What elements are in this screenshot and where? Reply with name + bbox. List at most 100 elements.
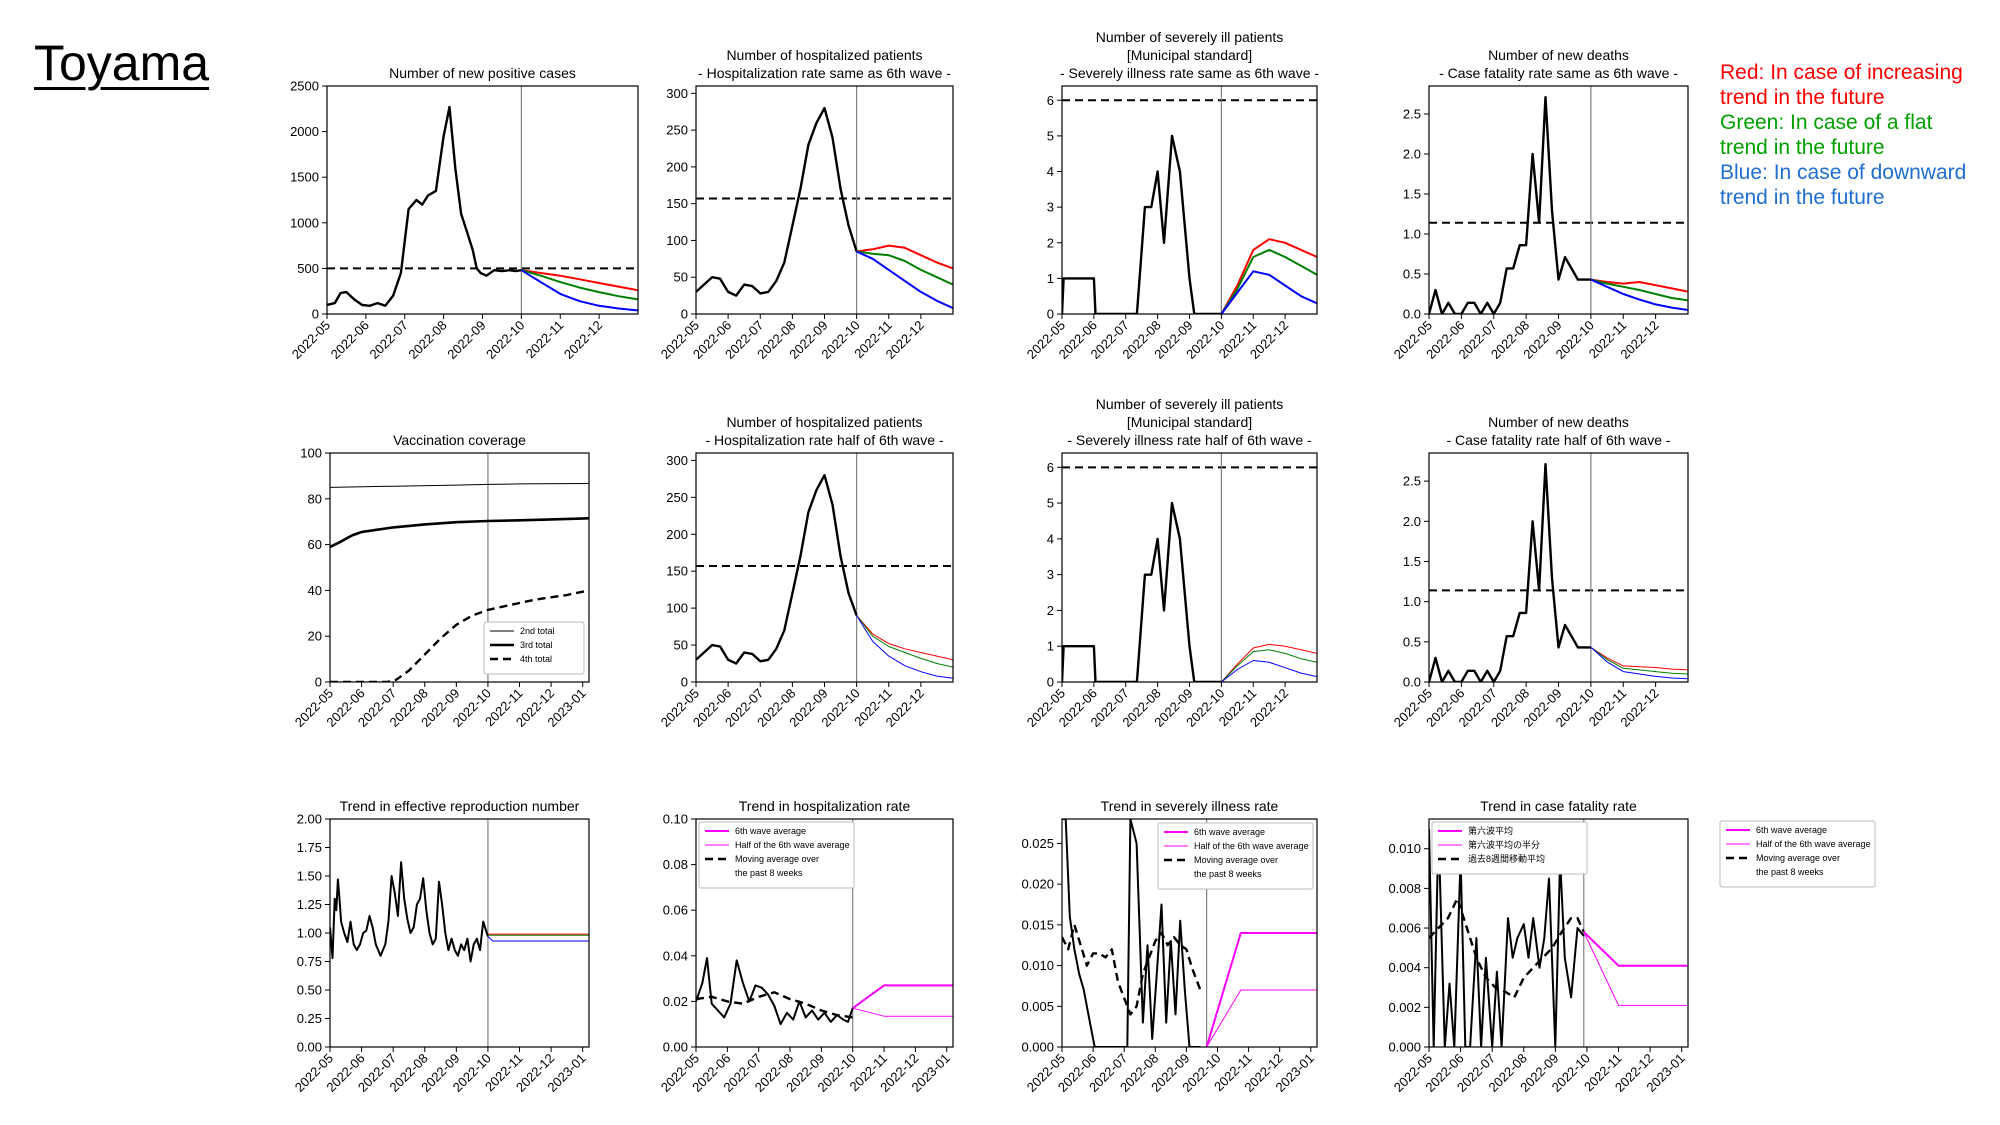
series-line [487, 936, 589, 942]
plot-frame [695, 452, 954, 683]
series-line [1590, 278, 1688, 311]
y-tick-label: 5 [1047, 128, 1054, 143]
legend-label: 3rd total [520, 640, 553, 650]
chart-title: [Municipal standard] [1127, 414, 1252, 430]
chart-title: Number of new deaths [1488, 414, 1629, 430]
chart-title: Number of new positive cases [389, 65, 576, 81]
legend-label: Moving average over [735, 854, 819, 864]
chart-title: Trend in severely illness rate [1101, 798, 1279, 814]
series-line [1221, 649, 1317, 682]
y-tick-label: 1000 [290, 215, 319, 230]
chart-title: Vaccination coverage [393, 432, 526, 448]
plot-area [696, 453, 953, 682]
y-tick-label: 150 [666, 196, 688, 211]
chart-severe-6th: Number of severely ill patients [Municipa… [1024, 29, 1320, 362]
series-line [1062, 819, 1201, 1047]
standalone-legend: 6th wave average Half of the 6th wave ave… [1719, 820, 1876, 888]
y-tick-label: 2000 [290, 124, 319, 139]
legend-label: 6th wave average [1194, 827, 1265, 837]
legend-label: Half of the 6th wave average [1194, 841, 1309, 851]
chart-legend: 6th wave average Half of the 6th wave ave… [1157, 822, 1314, 890]
y-tick-label: 200 [666, 527, 688, 542]
chart-title: Trend in effective reproduction number [340, 798, 580, 814]
legend-label: Half of the 6th wave average [1756, 839, 1871, 849]
y-tick-label: 0.020 [1021, 877, 1054, 892]
y-tick-label: 0.0 [1403, 307, 1421, 322]
chart-title: - Hospitalization rate same as 6th wave … [698, 65, 951, 81]
y-tick-label: 2.0 [1403, 147, 1421, 162]
series-line [1590, 647, 1688, 680]
y-tick-label: 300 [666, 453, 688, 468]
y-tick-label: 0.002 [1388, 1000, 1421, 1015]
y-tick-label: 0.5 [1403, 634, 1421, 649]
chart-title: Number of hospitalized patients [726, 47, 922, 63]
y-tick-label: 300 [666, 86, 688, 101]
plot-frame [326, 85, 639, 315]
chart-deaths-half: Number of new deaths - Case fatality rate… [1391, 414, 1689, 730]
y-tick-label: 3 [1047, 567, 1054, 582]
legend-label: Half of the 6th wave average [735, 840, 850, 850]
plot-area [330, 819, 589, 1047]
y-tick-label: 1.5 [1403, 554, 1421, 569]
y-tick-label: 4 [1047, 164, 1054, 179]
chart-hosp-6th: Number of hospitalized patients - Hospita… [658, 47, 954, 362]
legend-frame [1157, 822, 1314, 890]
legend-label: Moving average over [1194, 855, 1278, 865]
y-tick-label: 0 [315, 675, 322, 690]
chart-title: [Municipal standard] [1127, 47, 1252, 63]
chart-title: - Hospitalization rate half of 6th wave … [705, 432, 943, 448]
y-tick-label: 0.04 [663, 948, 688, 963]
series-line [520, 269, 638, 312]
y-tick-label: 250 [666, 123, 688, 138]
series-line [327, 105, 522, 307]
x-tick-label: 2022-08 [405, 318, 449, 362]
y-tick-label: 6 [1047, 460, 1054, 475]
legend-label: 第六波平均の半分 [1468, 839, 1540, 850]
note-red: Red: In case of increasing trend in the … [1720, 61, 1963, 109]
y-tick-label: 200 [666, 159, 688, 174]
y-tick-label: 40 [308, 583, 322, 598]
series-line [1220, 238, 1317, 314]
y-tick-label: 1.25 [297, 897, 322, 912]
series-line [856, 615, 953, 679]
y-tick-label: 20 [308, 629, 322, 644]
y-tick-label: 4 [1047, 531, 1054, 546]
legend-frame [483, 621, 585, 675]
chart-title: - Case fatality rate same as 6th wave - [1439, 65, 1678, 81]
series-line [1221, 643, 1317, 682]
legend-label: 過去8週間移動平均 [1468, 853, 1545, 864]
y-tick-label: 3 [1047, 200, 1054, 215]
series-line [852, 984, 953, 1010]
y-tick-label: 2 [1047, 235, 1054, 250]
series-line [1583, 931, 1688, 1006]
series-line [1429, 96, 1591, 314]
series-line [1062, 923, 1202, 1016]
series-line [1206, 989, 1317, 1047]
plot-area [1062, 819, 1317, 1047]
series-line [330, 517, 589, 549]
series-line [1429, 463, 1591, 682]
chart-hosp-half: Number of hospitalized patients - Hospita… [658, 414, 954, 730]
chart-title: - Severely illness rate same as 6th wave… [1060, 65, 1319, 81]
y-tick-label: 1.75 [297, 840, 322, 855]
chart-title: Number of severely ill patients [1096, 396, 1284, 412]
y-tick-label: 0.50 [297, 983, 322, 998]
series-line [521, 269, 638, 292]
plot-frame [695, 818, 954, 1048]
series-line [696, 991, 853, 1019]
y-tick-label: 0.06 [663, 903, 688, 918]
y-tick-label: 0.005 [1021, 999, 1054, 1014]
y-tick-label: 80 [308, 491, 322, 506]
y-tick-label: 2.0 [1403, 514, 1421, 529]
scenario-color-note: Red: In case of increasing trend in the … [1720, 60, 1980, 210]
chart-legend: 2nd total 3rd total 4th total [483, 621, 585, 675]
y-tick-label: 100 [300, 446, 322, 461]
y-tick-label: 0.015 [1021, 917, 1054, 932]
chart-title: Trend in hospitalization rate [739, 798, 911, 814]
y-tick-label: 0.02 [663, 994, 688, 1009]
legend-frame [1719, 820, 1876, 888]
y-tick-label: 1500 [290, 170, 319, 185]
note-blue: Blue: In case of downward trend in the f… [1720, 161, 1967, 209]
legend-label: Moving average over [1756, 853, 1840, 863]
y-tick-label: 0.0 [1403, 675, 1421, 690]
